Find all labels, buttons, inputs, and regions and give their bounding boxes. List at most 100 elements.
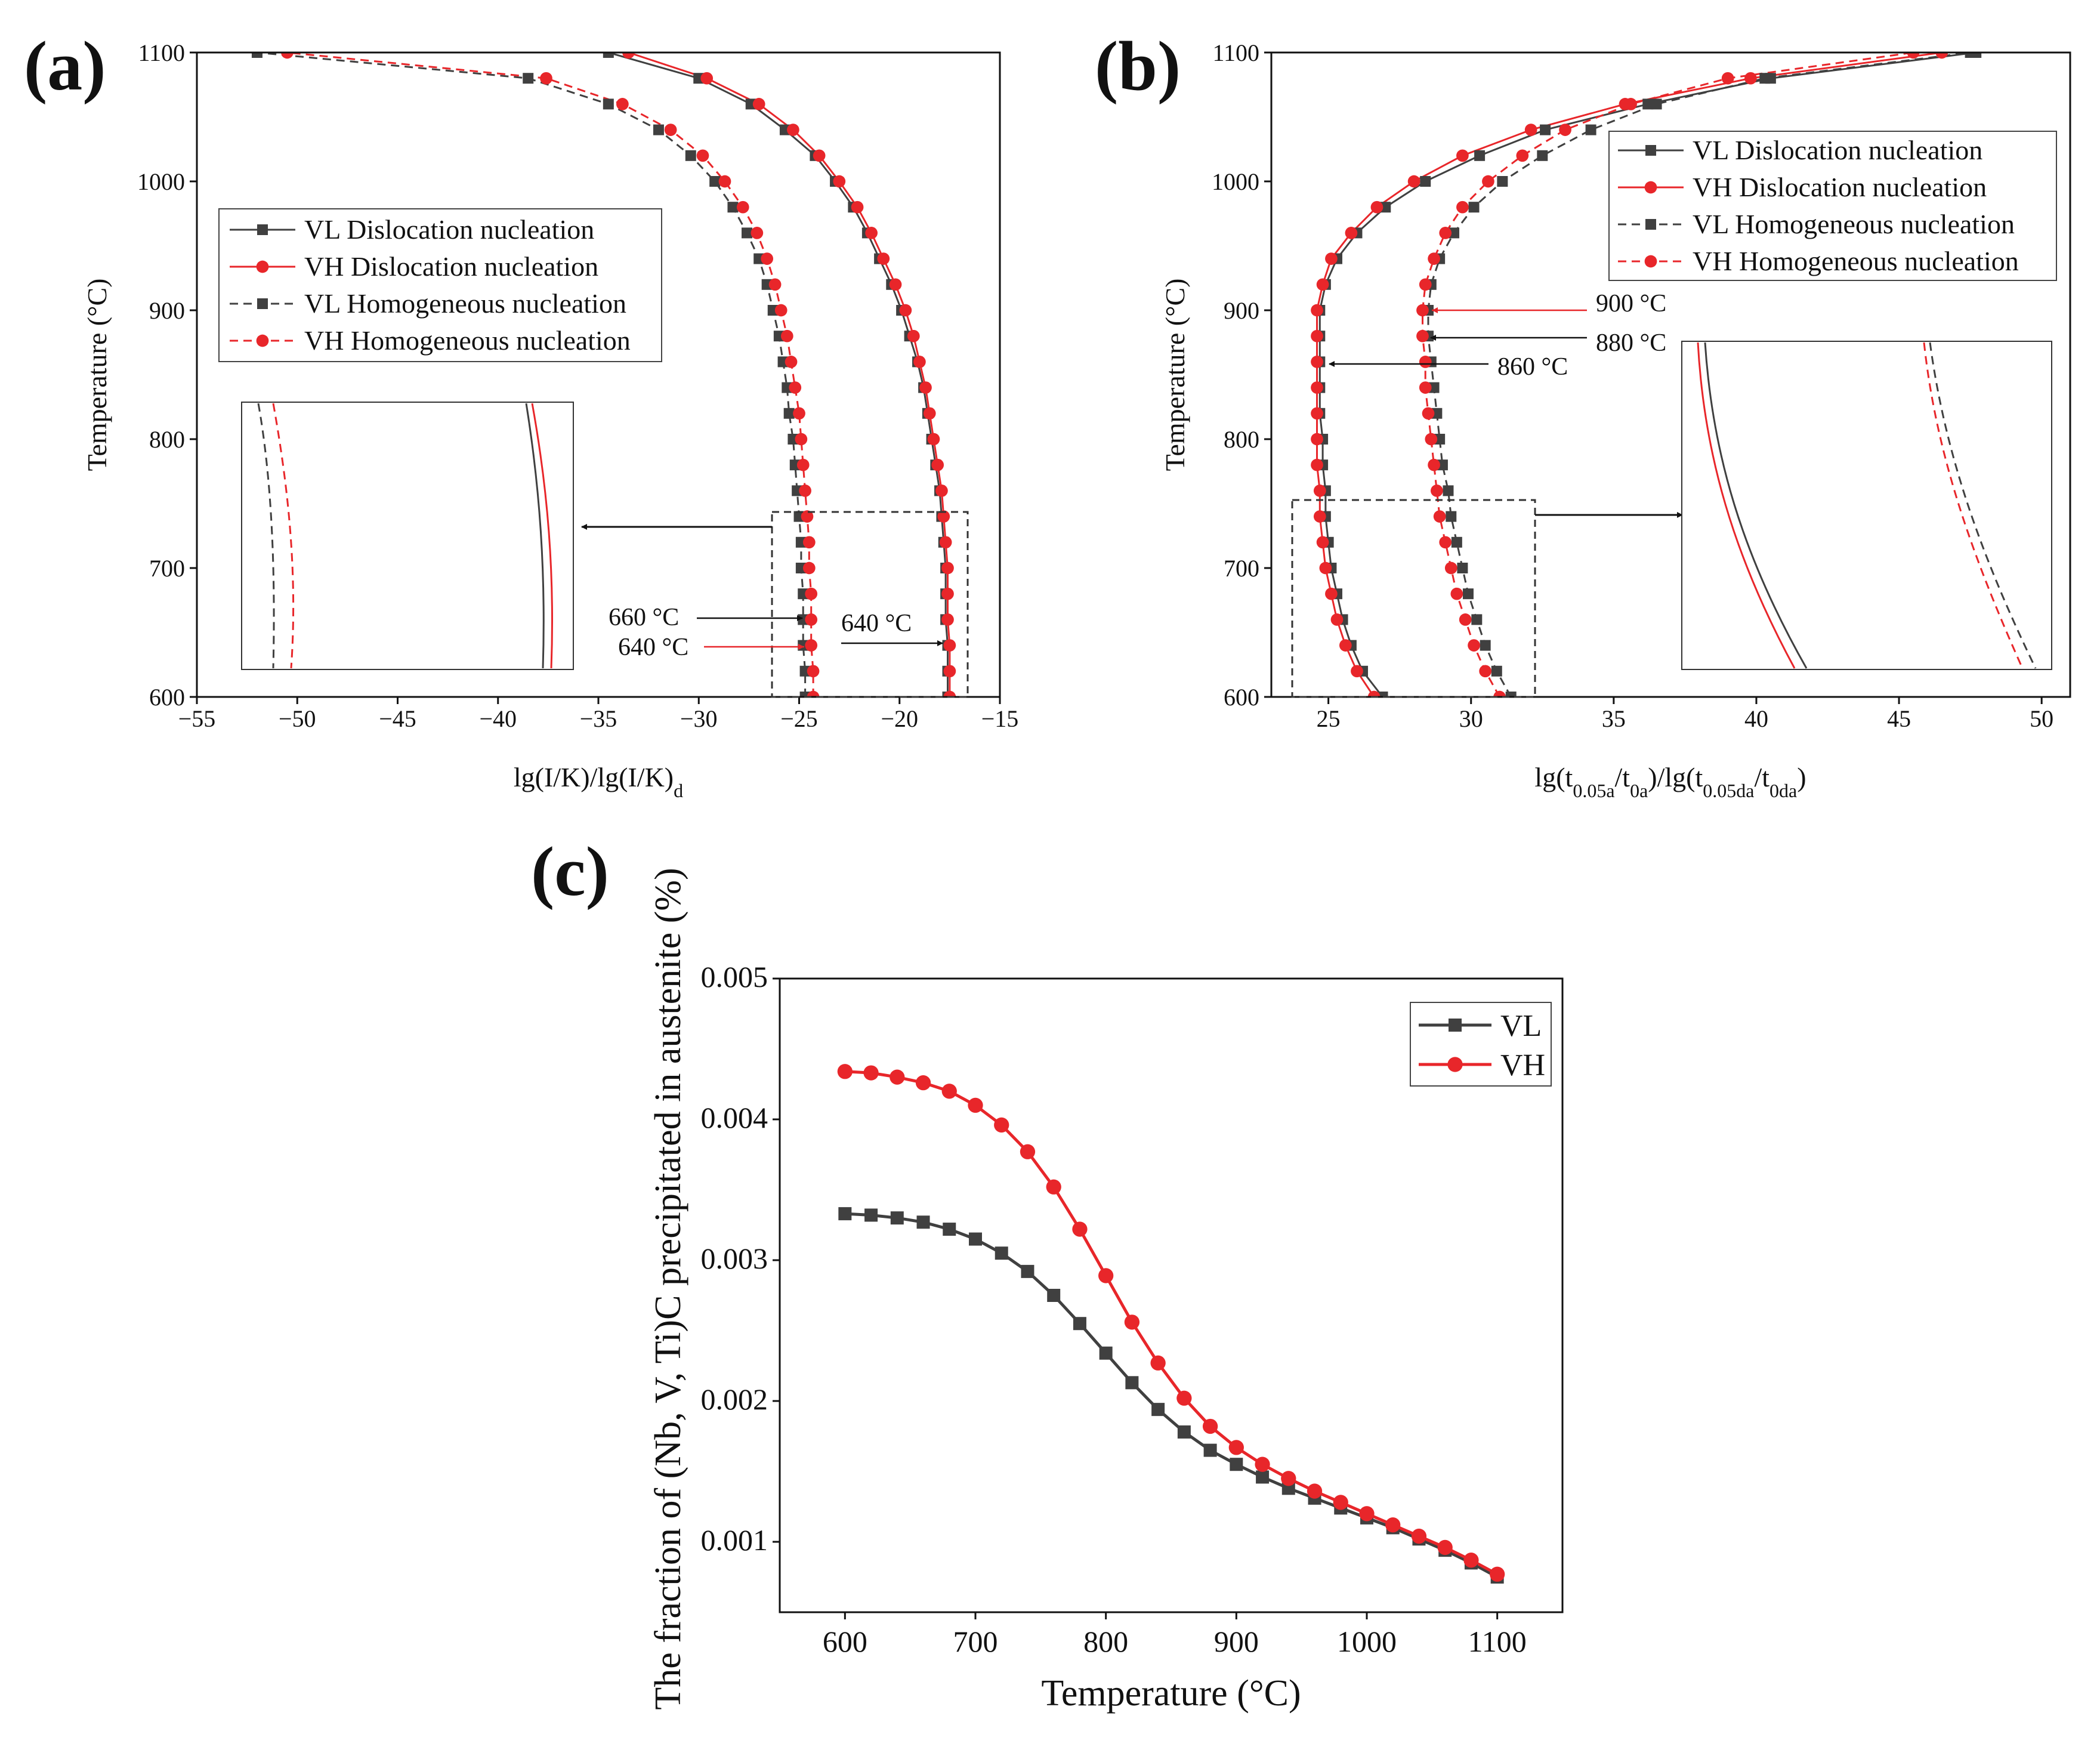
legend-marker <box>1645 219 1656 230</box>
data-point <box>1422 407 1435 420</box>
panel-b-inset-vh-dislocation <box>1697 342 1796 669</box>
data-point <box>931 458 944 471</box>
panel-a-arrowhead-640-left <box>798 644 804 650</box>
data-point <box>281 53 294 59</box>
data-point <box>1434 434 1446 445</box>
data-point <box>941 1084 957 1099</box>
data-point <box>1202 1418 1218 1434</box>
y-tick-label: 0.002 <box>701 1382 768 1416</box>
series-line-1 <box>608 53 949 697</box>
data-point <box>941 561 954 575</box>
panel-b-inset-box <box>1681 341 2052 670</box>
data-point <box>838 1207 852 1221</box>
data-point <box>1744 72 1757 85</box>
data-point <box>1479 665 1492 678</box>
data-point <box>833 175 846 188</box>
data-point <box>1125 1376 1139 1390</box>
data-point <box>1468 202 1480 213</box>
data-point <box>1333 1495 1348 1510</box>
data-point <box>1428 252 1440 265</box>
panel-a-inset-box <box>241 402 574 670</box>
y-tick-label: 600 <box>1224 684 1259 711</box>
data-point <box>1377 692 1388 697</box>
data-point <box>1439 536 1452 549</box>
data-point <box>995 1246 1008 1260</box>
data-point <box>1463 1553 1479 1568</box>
data-point <box>1443 485 1454 496</box>
panel-c-series-markers <box>837 1064 1505 1584</box>
legend-label: VH Homogeneous nucleation <box>304 325 631 356</box>
data-point <box>783 408 795 419</box>
series-line-4 <box>287 53 814 697</box>
data-point <box>1642 98 1654 110</box>
data-point <box>1444 561 1457 575</box>
panel-a-legend-box <box>218 208 662 362</box>
data-point <box>653 124 664 135</box>
data-point <box>1046 1179 1061 1195</box>
x-tick-label: −20 <box>881 705 918 732</box>
data-point <box>1407 175 1420 188</box>
data-point <box>1311 458 1323 471</box>
data-point <box>1439 227 1452 239</box>
legend-marker <box>1645 145 1656 156</box>
data-point <box>937 510 950 523</box>
panel-a-inset-vl-dislocation <box>525 403 545 669</box>
legend-marker <box>257 224 268 235</box>
data-point <box>774 304 788 317</box>
panel-c-legend-box <box>1410 1002 1552 1087</box>
data-point <box>807 690 820 697</box>
y-tick-label: 900 <box>149 297 185 324</box>
x-tick-label: 800 <box>1083 1625 1128 1658</box>
data-point <box>1457 563 1468 573</box>
panel-c-y-axis-title: The fraction of (Nb, V, Ti)C precipitate… <box>648 868 688 1709</box>
data-point <box>1313 510 1326 523</box>
data-point <box>1480 640 1491 651</box>
data-point <box>1428 458 1440 471</box>
data-point <box>1124 1314 1140 1330</box>
data-point <box>1307 1483 1323 1499</box>
data-point <box>1482 175 1494 188</box>
data-point <box>1491 665 1502 677</box>
data-point <box>1256 1470 1270 1484</box>
data-point <box>1505 692 1517 697</box>
panel-b-annotation-900: 900 °C <box>1596 290 1666 317</box>
data-point <box>1971 53 1982 58</box>
data-point <box>890 1069 905 1085</box>
data-point <box>1456 200 1469 214</box>
x-tick-label: −55 <box>178 705 216 732</box>
data-point <box>1559 124 1571 136</box>
data-point <box>1524 124 1537 136</box>
panel-b-annotation-880: 880 °C <box>1596 329 1666 357</box>
legend-label: VH Dislocation nucleation <box>304 251 598 282</box>
legend-label: VH Homogeneous nucleation <box>1693 246 2019 276</box>
x-tick-label: 40 <box>1744 705 1768 732</box>
y-tick-label: 600 <box>149 684 185 711</box>
data-point <box>1098 1268 1114 1283</box>
data-point <box>968 1097 983 1113</box>
data-point <box>807 665 820 678</box>
data-point <box>923 407 936 420</box>
data-point <box>685 150 696 161</box>
data-point <box>969 1232 982 1246</box>
x-tick-label: 1100 <box>1468 1625 1527 1658</box>
data-point <box>622 53 635 59</box>
data-point <box>1311 329 1323 342</box>
data-point <box>943 665 956 678</box>
panel-a-legend: VL Dislocation nucleation VH Dislocation … <box>218 208 662 362</box>
x-tick-label: 45 <box>1887 705 1911 732</box>
data-point <box>941 587 954 600</box>
x-tick-label: −50 <box>279 705 316 732</box>
data-point <box>1367 690 1381 697</box>
legend-label: VL Dislocation nucleation <box>304 214 594 245</box>
data-point <box>1150 1355 1166 1371</box>
data-point <box>935 485 948 497</box>
data-point <box>919 381 932 394</box>
data-point <box>768 278 782 291</box>
data-point <box>1151 1403 1165 1417</box>
data-point <box>1411 1528 1427 1544</box>
data-point <box>795 433 808 446</box>
data-point <box>802 536 816 549</box>
data-point <box>877 252 890 265</box>
data-point <box>1176 1390 1192 1406</box>
data-point <box>751 227 764 239</box>
